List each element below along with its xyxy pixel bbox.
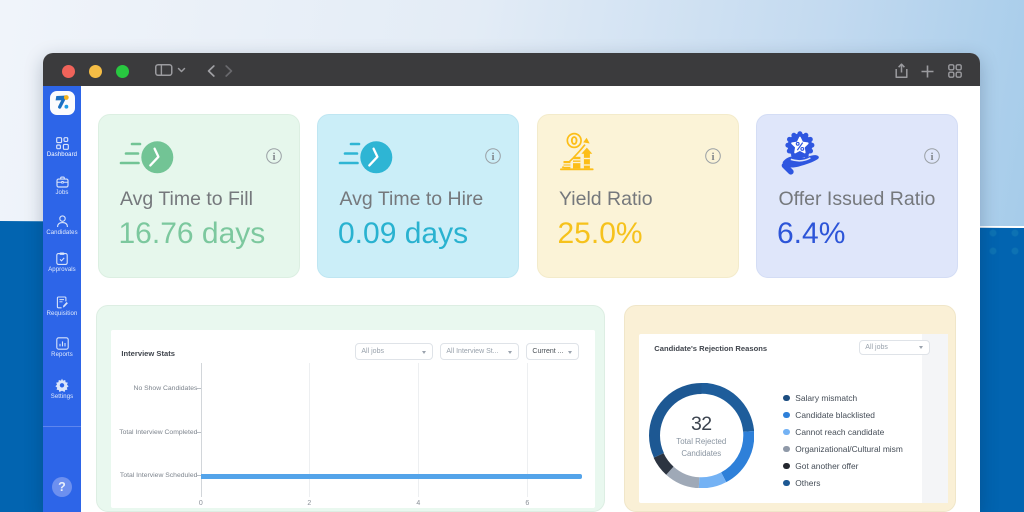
svg-text:i: i: [272, 151, 275, 163]
svg-text:i: i: [930, 151, 933, 163]
svg-text:i: i: [491, 151, 494, 163]
svg-text:i: i: [711, 151, 714, 163]
